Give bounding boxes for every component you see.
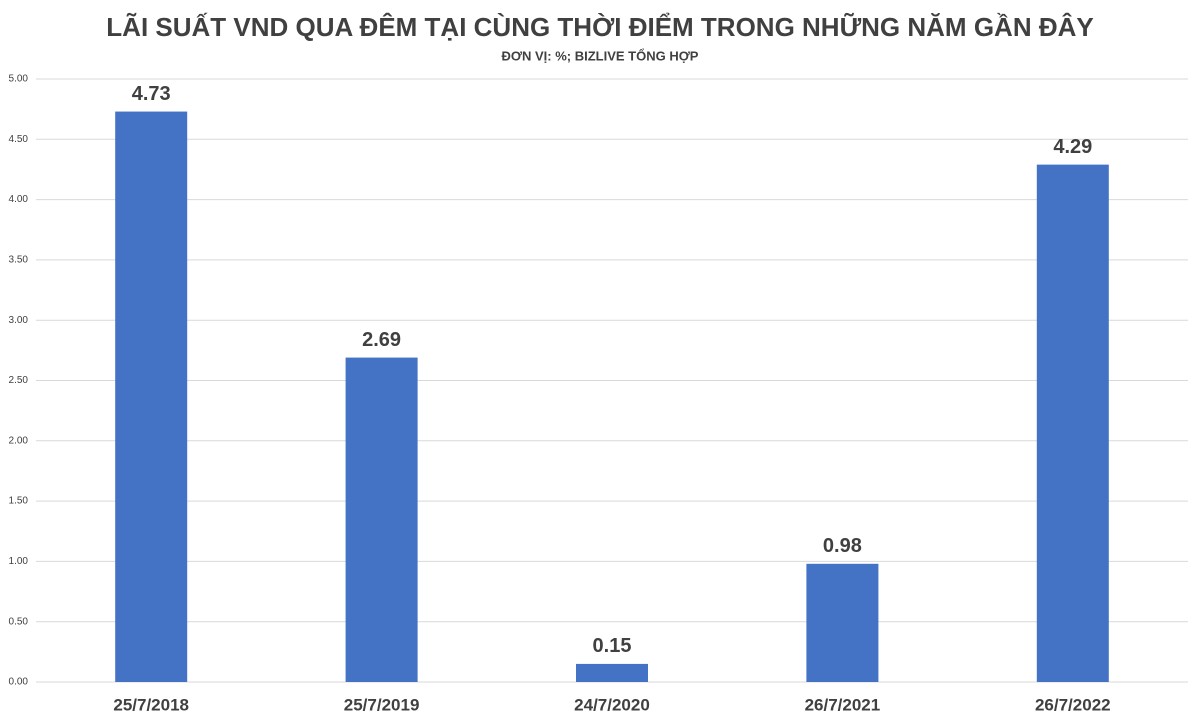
chart-subtitle: ĐƠN VỊ: %; BIZLIVE TỔNG HỢP — [502, 48, 699, 63]
bar — [806, 563, 879, 682]
y-tick-label: 2.50 — [9, 375, 29, 386]
bar — [576, 663, 648, 682]
x-tick-label: 25/7/2018 — [113, 695, 189, 714]
y-tick-label: 1.50 — [9, 496, 29, 507]
bar — [345, 357, 418, 682]
x-tick-label: 24/7/2020 — [574, 695, 650, 714]
data-label: 4.73 — [132, 83, 171, 105]
data-label: 0.98 — [823, 535, 862, 557]
y-tick-label: 4.00 — [9, 194, 29, 205]
y-tick-label: 0.00 — [9, 677, 29, 688]
y-tick-label: 0.50 — [9, 616, 29, 627]
y-tick-label: 4.50 — [9, 134, 29, 145]
y-tick-label: 3.50 — [9, 255, 29, 266]
chart-title: LÃI SUẤT VND QUA ĐÊM TẠI CÙNG THỜI ĐIỂM … — [106, 12, 1093, 42]
x-tick-label: 25/7/2019 — [344, 695, 420, 714]
y-tick-label: 1.00 — [9, 556, 29, 567]
bar — [1036, 164, 1109, 683]
data-label: 2.69 — [362, 329, 401, 351]
x-tick-label: 26/7/2022 — [1035, 695, 1111, 714]
x-tick-label: 26/7/2021 — [805, 695, 881, 714]
data-label: 4.29 — [1053, 136, 1092, 158]
y-tick-label: 5.00 — [9, 74, 29, 85]
y-tick-label: 2.00 — [9, 435, 29, 446]
bar — [115, 111, 188, 682]
y-tick-label: 3.00 — [9, 315, 29, 326]
data-label: 0.15 — [593, 635, 632, 657]
